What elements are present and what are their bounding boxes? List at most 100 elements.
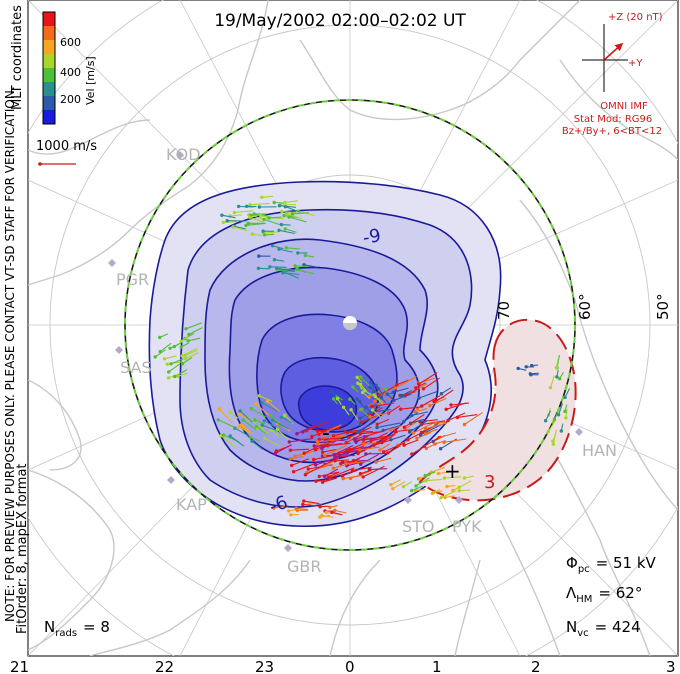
velocity-vector <box>393 393 412 401</box>
velocity-vector <box>285 200 299 203</box>
colorbar-swatch <box>43 12 55 27</box>
velocity-vector-origin <box>379 396 384 400</box>
velocity-vector-origin <box>355 397 359 401</box>
velocity-vector <box>545 410 552 421</box>
velocity-vector-origin <box>301 502 305 507</box>
colorbar-swatch <box>43 96 55 111</box>
velocity-vector-origin <box>399 407 403 411</box>
velocity-vector-origin <box>331 466 335 470</box>
velocity-vector <box>547 420 556 432</box>
velocity-vector-origin <box>158 335 162 340</box>
velocity-vector <box>242 419 257 431</box>
velocity-vector <box>276 445 290 452</box>
velocity-vector <box>349 445 365 452</box>
velocity-vector <box>279 268 292 273</box>
velocity-vector-origin <box>270 244 275 248</box>
velocity-vector-origin <box>284 246 288 250</box>
velocity-vector-origin <box>389 428 393 432</box>
velocity-vector <box>395 376 417 389</box>
velocity-vector <box>348 426 372 439</box>
velocity-vector-origin <box>382 450 386 454</box>
colorbar-label: Vel [m/s] <box>84 56 97 105</box>
velocity-vector-origin <box>312 444 316 448</box>
velocity-vector-origin <box>283 413 287 417</box>
velocity-vector-origin <box>344 441 348 445</box>
velocity-vector-origin <box>439 392 444 396</box>
velocity-vector-origin <box>328 475 332 480</box>
velocity-vector-origin <box>288 457 293 461</box>
station-label: KOD <box>166 145 201 164</box>
velocity-vector <box>459 489 471 492</box>
colorbar-swatch <box>43 40 55 55</box>
velocity-vector-origin <box>564 416 568 420</box>
velocity-vector-origin <box>402 443 406 447</box>
velocity-vector-origin <box>330 510 334 514</box>
velocity-vector <box>286 247 300 250</box>
velocity-vector-origin <box>546 429 550 434</box>
velocity-vector-origin <box>172 344 176 349</box>
velocity-vector <box>272 245 284 250</box>
velocity-vector-origin <box>359 462 363 466</box>
potential-maximum-marker: + <box>444 459 461 483</box>
velocity-vector-origin <box>302 451 306 455</box>
station-label: PYK <box>452 517 482 536</box>
velocity-vector-origin <box>257 254 261 258</box>
velocity-vector-origin <box>391 487 395 491</box>
velocity-vector-origin <box>389 483 393 487</box>
velocity-vector-origin <box>318 515 322 519</box>
velocity-vector <box>360 401 376 411</box>
velocity-vector-origin <box>317 474 321 479</box>
velocity-vector-origin <box>244 223 248 228</box>
velocity-vector-origin <box>424 478 428 483</box>
velocity-vector <box>357 421 376 433</box>
velocity-vector-origin <box>267 216 271 220</box>
velocity-vector <box>279 205 297 208</box>
velocity-vector <box>188 327 203 335</box>
velocity-vector <box>217 419 236 429</box>
velocity-vector <box>315 479 330 482</box>
velocity-vector <box>258 267 270 270</box>
velocity-vector <box>458 480 472 488</box>
velocity-vector <box>296 268 314 275</box>
velocity-vector <box>234 210 254 214</box>
velocity-vector-origin <box>417 382 421 386</box>
map-title: 19/May/2002 02:00–02:02 UT <box>214 11 466 31</box>
velocity-vector-origin <box>410 488 414 493</box>
velocity-vector-origin <box>370 408 375 412</box>
velocity-vector <box>234 427 252 438</box>
velocity-vector <box>282 271 300 279</box>
velocity-vector <box>154 349 167 358</box>
velocity-vector-origin <box>418 476 422 481</box>
velocity-vector <box>360 454 379 465</box>
velocity-vector <box>360 415 377 423</box>
velocity-vector <box>549 375 555 388</box>
velocity-vector-origin <box>558 377 562 381</box>
velocity-vector-origin <box>423 432 428 436</box>
velocity-vector-origin <box>183 357 187 361</box>
velocity-vector-origin <box>261 229 265 233</box>
velocity-vector-origin <box>260 195 264 199</box>
velocity-vector <box>317 438 342 443</box>
velocity-colorbar: 600 400 200 Vel [m/s] <box>42 11 97 125</box>
velocity-vector-origin <box>250 439 254 443</box>
velocity-vector <box>239 410 253 423</box>
colorbar-swatch <box>43 110 55 125</box>
velocity-vector-origin <box>341 405 346 409</box>
velocity-vector-origin <box>411 431 416 435</box>
velocity-vector <box>433 396 445 402</box>
velocity-vector-origin <box>221 433 226 437</box>
velocity-vector <box>444 476 462 479</box>
velocity-vector-origin <box>285 212 289 216</box>
velocity-vector <box>438 432 456 439</box>
velocity-vector-origin <box>359 375 363 379</box>
velocity-vector <box>369 386 387 398</box>
velocity-vector <box>264 420 278 429</box>
velocity-vector <box>270 415 283 428</box>
velocity-vector <box>395 429 413 433</box>
velocity-vector <box>431 466 446 473</box>
velocity-vector-origin <box>347 435 351 440</box>
velocity-vector <box>414 408 428 413</box>
velocity-vector <box>387 445 401 454</box>
velocity-vector-origin <box>262 217 266 222</box>
velocity-vector <box>423 377 440 390</box>
